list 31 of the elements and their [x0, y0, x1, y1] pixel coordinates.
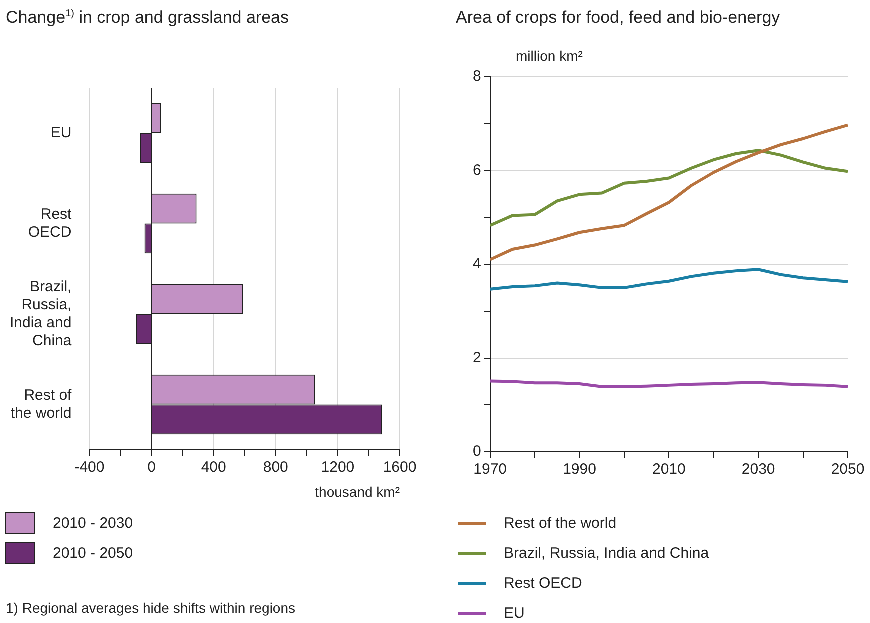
- x-tick-label: 1200: [321, 459, 355, 476]
- legend-label: Brazil, Russia, India and China: [504, 544, 710, 562]
- chart-title: Change$^{1)}$ in crop and grassland areas: [6, 8, 289, 28]
- x-tick-label: 1990: [563, 461, 596, 478]
- x-tick-label: 1600: [383, 459, 417, 476]
- x-tick-label: 0: [148, 459, 156, 476]
- y-tick-label: Rest OECD: [28, 206, 73, 241]
- text: 1) Regional averages hide shifts within regions: [6, 600, 296, 616]
- legend-label: 2010 - 2050: [53, 544, 134, 562]
- y-tick-label: 0: [473, 443, 482, 460]
- y-tick-label: Rest of the world: [10, 386, 73, 422]
- x-tick-label: 2030: [742, 461, 776, 478]
- y-tick-label: Brazil, Russia, India and China: [10, 278, 72, 350]
- y-tick-label: 2: [473, 349, 482, 366]
- legend-label: Rest of the world: [504, 514, 617, 532]
- legend-label: Rest OECD: [504, 574, 582, 592]
- x-tick-label: 1970: [474, 461, 508, 478]
- x-tick-label: 2050: [831, 461, 865, 478]
- y-axis-title: million km²: [516, 48, 583, 64]
- y-tick-label: EU: [50, 124, 72, 142]
- chart-title: Area of crops for food, feed and bio-energy: [456, 8, 780, 28]
- y-tick-label: 4: [473, 256, 482, 273]
- x-tick-label: 2010: [652, 461, 686, 478]
- x-tick-label: -400: [74, 459, 105, 476]
- x-tick-label: 800: [263, 459, 288, 476]
- y-tick-label: 8: [473, 68, 482, 86]
- y-tick-label: 6: [473, 162, 482, 179]
- legend-label: 2010 - 2030: [53, 514, 134, 532]
- legend-label: EU: [504, 604, 525, 622]
- x-axis-title: thousand km²: [315, 484, 400, 500]
- x-tick-label: 400: [201, 459, 226, 476]
